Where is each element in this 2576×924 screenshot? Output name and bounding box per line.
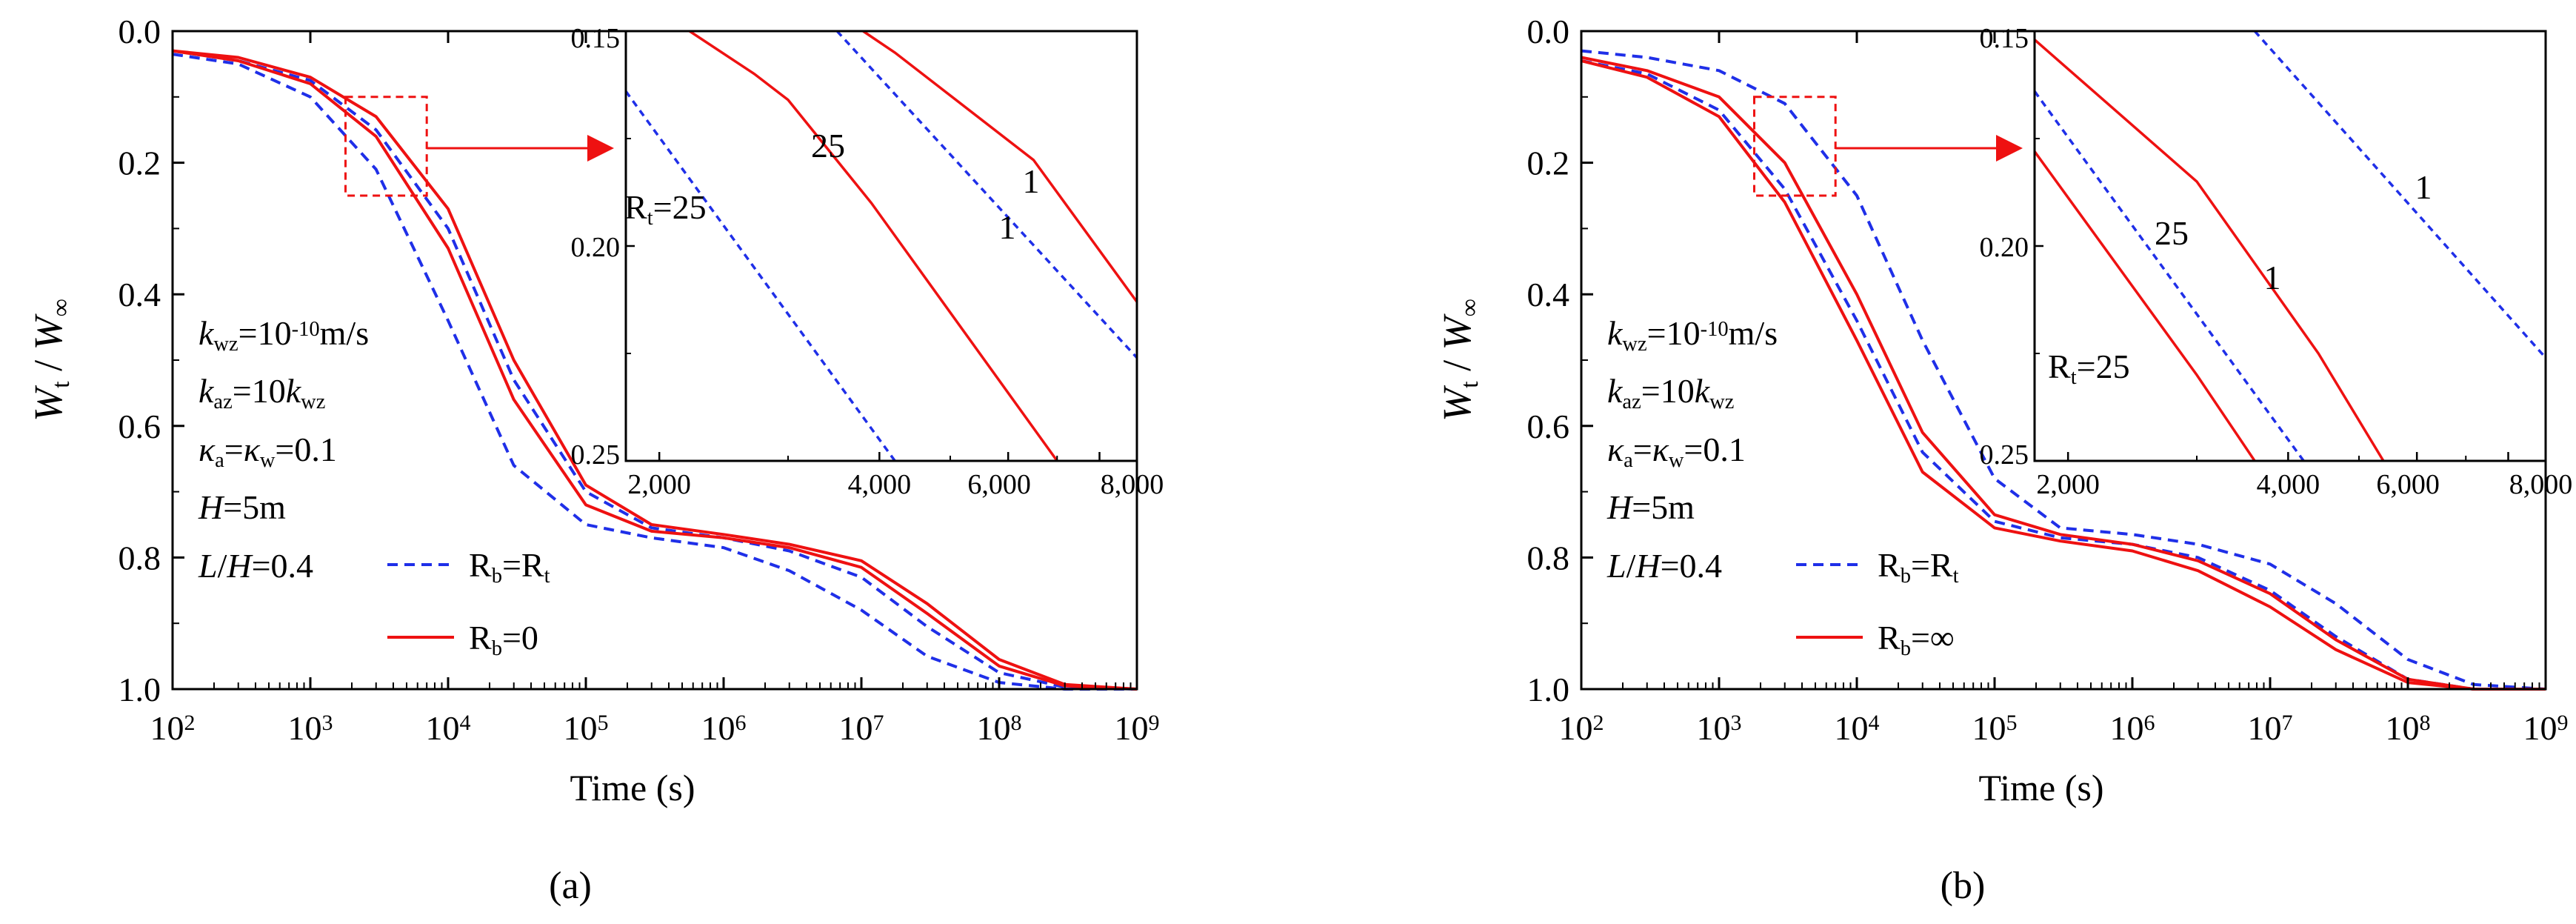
x-tick-label: 106 — [2110, 709, 2155, 747]
x-tick-label: 102 — [1559, 709, 1604, 747]
inset-y-tick-label: 0.20 — [571, 232, 621, 263]
inset-y-tick-label: 0.20 — [1980, 232, 2029, 263]
y-tick-label: 1.0 — [1527, 671, 1570, 708]
inset-series-line-2 — [2035, 39, 2385, 461]
inset-series-line-0 — [2035, 150, 2256, 461]
x-tick-label: 107 — [839, 709, 884, 747]
y-axis-title: Wt / W∞ — [26, 299, 75, 422]
y-tick-label: 0.8 — [119, 539, 161, 576]
y-tick-label: 0.2 — [1527, 144, 1570, 182]
annotation-LH: L/H=0.4 — [1606, 547, 1722, 585]
series-line-3 — [172, 49, 1138, 691]
series-line-1 — [172, 49, 1138, 691]
inset-series-line-2 — [835, 31, 1137, 359]
y-tick-label: 0.2 — [119, 144, 161, 182]
inset-x-tick-label: 6,000 — [2376, 469, 2440, 500]
y-tick-label: 1.0 — [119, 671, 161, 708]
annotation-H: H=5m — [1606, 488, 1695, 526]
inset-label-1-blue: 1 — [999, 208, 1016, 246]
annotation-kaz: kaz=10kwz — [198, 372, 325, 413]
series-line-3 — [1581, 56, 2546, 691]
inset-label-25: 25 — [811, 127, 845, 164]
annotation-LH: L/H=0.4 — [198, 547, 313, 585]
x-tick-label: 108 — [2386, 709, 2431, 747]
inset-series-line-3 — [2253, 31, 2546, 359]
inset-x-tick-label: 8,000 — [2509, 469, 2573, 500]
inset-x-tick-label: 6,000 — [967, 469, 1031, 500]
annotation-kwz: kwz=10-10m/s — [198, 314, 369, 356]
x-tick-label: 105 — [1972, 709, 2018, 747]
annotation-kappa: κa=κw=0.1 — [1607, 431, 1746, 472]
inset-series-line-0 — [626, 90, 896, 461]
legend-label-1: Rb=0 — [469, 619, 538, 660]
inset-series-line-1 — [689, 31, 1058, 461]
inset-label-rt25: Rt=25 — [2048, 348, 2130, 389]
series-line-2 — [172, 49, 1138, 691]
panel-label-a: (a) — [549, 865, 592, 907]
x-tick-label: 108 — [977, 709, 1022, 747]
inset-label-1-red: 1 — [1023, 162, 1040, 200]
inset-y-tick-label: 0.15 — [571, 23, 621, 54]
x-tick-label: 103 — [1697, 709, 1742, 747]
x-axis-title: Time (s) — [1978, 767, 2103, 808]
inset-y-tick-label: 0.15 — [1980, 23, 2029, 54]
panel-a: 102 103 104 105 106 107 108 109 0.0 0.2 0.4 0.6 0.8 1… — [26, 13, 1164, 808]
inset-background — [626, 31, 1137, 461]
zoom-box — [344, 96, 428, 197]
inset-x-tick-label: 8,000 — [1101, 469, 1164, 500]
y-axis-title: Wt / W∞ — [1435, 299, 1484, 422]
y-tick-label: 0.4 — [1527, 276, 1570, 313]
x-tick-label: 106 — [701, 709, 747, 747]
annotation-kappa: κa=κw=0.1 — [198, 431, 337, 472]
y-tick-label: 0.6 — [1527, 408, 1570, 445]
y-tick-label: 0.8 — [1527, 539, 1570, 576]
x-tick-label: 109 — [1115, 709, 1160, 747]
x-tick-label: 103 — [288, 709, 333, 747]
annotation-kwz: kwz=10-10m/s — [1607, 314, 1778, 356]
inset-background — [2035, 31, 2546, 461]
inset-label-25: 25 — [2155, 214, 2189, 252]
series-line-0 — [172, 53, 1137, 691]
inset-label-1-blue: 1 — [2415, 168, 2432, 206]
x-tick-label: 107 — [2248, 709, 2293, 747]
x-tick-label: 104 — [1835, 709, 1880, 747]
series-line-2 — [1581, 59, 2546, 691]
inset-label-rt25: Rt=25 — [624, 188, 707, 230]
y-tick-label: 0.0 — [1527, 13, 1570, 50]
series-line-1 — [1581, 49, 2546, 691]
inset-x-tick-label: 4,000 — [848, 469, 912, 500]
legend-label-0: Rb=Rt — [469, 546, 550, 588]
panel-b: 102 103 104 105 106 107 108 109 0.0 0.2 0.4 0.6 0.8 1… — [1435, 13, 2572, 808]
annotation-H: H=5m — [198, 488, 286, 526]
panel-label-b: (b) — [1941, 865, 1986, 907]
x-tick-label: 105 — [564, 709, 609, 747]
legend-label-1: Rb=∞ — [1878, 619, 1955, 660]
x-tick-label: 102 — [150, 709, 196, 747]
inset-x-tick-label: 4,000 — [2257, 469, 2320, 500]
inset-x-tick-label: 2,000 — [627, 469, 691, 500]
inset-series-group — [2035, 31, 2546, 461]
inset-x-tick-label: 2,000 — [2036, 469, 2100, 500]
zoom-box — [1752, 96, 1837, 197]
y-tick-label: 0.4 — [119, 276, 161, 313]
y-tick-label: 0.6 — [119, 408, 161, 445]
inset-y-tick-label: 0.25 — [571, 439, 621, 471]
inset-series-group — [626, 31, 1137, 461]
inset-label-1-red: 1 — [2264, 259, 2281, 296]
inset-series-line-3 — [862, 31, 1137, 303]
annotation-kaz: kaz=10kwz — [1607, 372, 1734, 413]
inset-y-tick-label: 0.25 — [1980, 439, 2029, 471]
inset-series-line-1 — [2035, 90, 2305, 461]
x-tick-label: 109 — [2523, 709, 2569, 747]
x-axis-title: Time (s) — [570, 767, 695, 808]
legend-label-0: Rb=Rt — [1878, 546, 1959, 588]
x-tick-label: 104 — [426, 709, 471, 747]
y-tick-label: 0.0 — [119, 13, 161, 50]
